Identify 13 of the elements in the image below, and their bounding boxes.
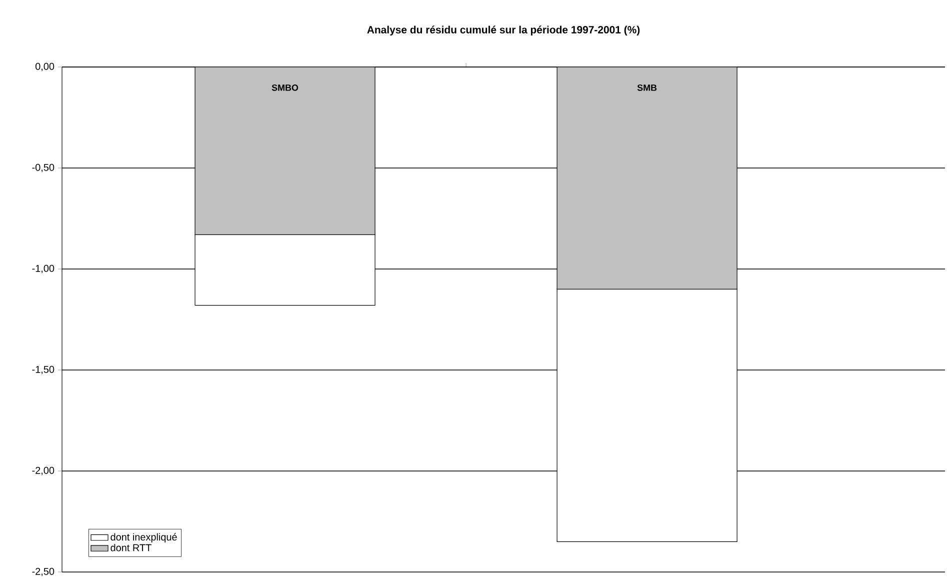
bar xyxy=(556,66,738,290)
bar xyxy=(195,66,376,234)
chart-title: Analyse du résidu cumulé sur la période 1997-2001 (%) xyxy=(367,25,640,36)
legend-label: dont RTT xyxy=(110,544,152,552)
legend-label: dont inexpliqué xyxy=(110,532,177,542)
y-tick-label: -2,50 xyxy=(32,568,54,576)
y-tick-label: 0,00 xyxy=(35,62,54,71)
x-tick-label: SMBO xyxy=(272,84,298,91)
y-tick-label: -1,50 xyxy=(32,366,54,374)
y-tick-label: -2,00 xyxy=(32,466,54,475)
x-tick-label: SMB xyxy=(637,84,657,91)
y-tick-label: -1,00 xyxy=(32,264,54,273)
y-tick-label: -0,50 xyxy=(32,164,54,172)
